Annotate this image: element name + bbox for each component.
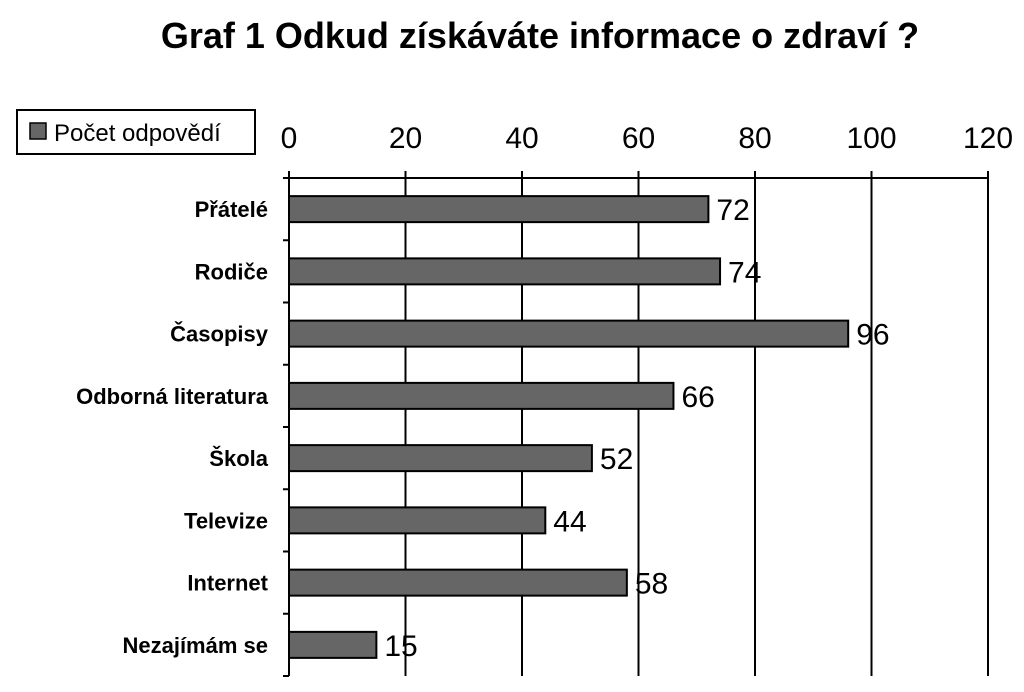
x-tick-label: 60 [622, 122, 655, 155]
category-label: Rodiče [195, 259, 268, 284]
value-label: 15 [384, 630, 417, 663]
value-label: 58 [635, 568, 668, 601]
value-labels: 72 74 96 66 52 44 58 15 [384, 194, 889, 663]
x-tick-label: 100 [846, 122, 896, 155]
value-label: 66 [681, 381, 714, 414]
axes [283, 171, 989, 677]
value-label: 74 [728, 256, 761, 289]
bar-4 [288, 444, 593, 473]
gridlines [404, 178, 989, 676]
value-label: 72 [716, 194, 749, 227]
bar-3 [288, 381, 675, 410]
category-label: Televize [184, 508, 268, 533]
category-label: Internet [187, 571, 268, 596]
value-label: 96 [856, 319, 889, 352]
category-label: Odborná literatura [76, 384, 269, 409]
bar-6 [288, 568, 628, 597]
x-tick-labels: 0 20 40 60 80 100 120 [281, 122, 1013, 155]
bar-7 [288, 630, 378, 659]
category-label: Škola [209, 446, 268, 471]
category-labels: Přátelé Rodiče Časopisy Odborná literatura Š… [76, 197, 269, 658]
chart-title: Graf 1 Odkud získáváte informace o zdrav… [161, 15, 919, 56]
value-label: 52 [600, 443, 633, 476]
category-label: Časopisy [170, 322, 269, 347]
bar-1 [288, 257, 722, 286]
x-tick-label: 80 [738, 122, 771, 155]
legend-swatch [29, 122, 47, 140]
x-tick-label: 20 [389, 122, 422, 155]
legend-box [16, 109, 256, 155]
x-tick-label: 40 [505, 122, 538, 155]
x-tick-label: 120 [963, 122, 1013, 155]
category-label: Přátelé [195, 197, 268, 222]
value-label: 44 [553, 505, 586, 538]
bar-5 [288, 506, 547, 535]
legend: Počet odpovědí [16, 109, 256, 155]
legend-label: Počet odpovědí [54, 120, 221, 147]
category-label: Nezajímám se [122, 633, 268, 658]
bar-0 [288, 195, 710, 224]
bars [288, 195, 850, 659]
x-tick-label: 0 [281, 122, 298, 155]
bar-2 [288, 319, 850, 348]
